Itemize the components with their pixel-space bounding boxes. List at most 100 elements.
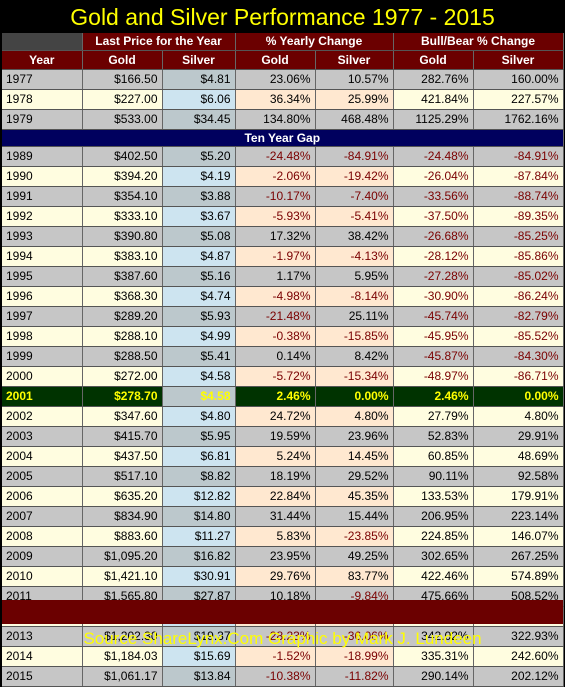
silver-price-cell: $5.95 xyxy=(162,426,236,447)
table-row: 1994 $383.10 $4.87 -1.97% -4.13% -28.12% -85.8… xyxy=(2,246,564,267)
year-cell: 2000 xyxy=(2,366,83,387)
page-title: Gold and Silver Performance 1977 - 2015 xyxy=(70,4,495,30)
year-cell: 2009 xyxy=(2,546,83,567)
header-gold-bullbear: Gold xyxy=(393,50,474,70)
table-row: 1995 $387.60 $5.16 1.17% 5.95% -27.28% -85.02% xyxy=(2,266,564,287)
silver-bullbear-cell: -89.35% xyxy=(473,206,564,227)
table-row: 2009 $1,095.20 $16.82 23.95% 49.25% 302.65% 26… xyxy=(2,546,564,567)
gold-yearly-change-cell: -0.38% xyxy=(235,326,316,347)
header-silver-price: Silver xyxy=(162,50,236,70)
gold-price-cell: $278.70 xyxy=(82,386,163,407)
silver-bullbear-cell: -86.24% xyxy=(473,286,564,307)
table-row: 2001 $278.70 $4.58 2.46% 0.00% 2.46% 0.00% xyxy=(2,386,564,407)
silver-yearly-change-cell: 38.42% xyxy=(315,226,394,247)
year-cell: 1994 xyxy=(2,246,83,267)
gold-yearly-change-cell: 24.72% xyxy=(235,406,316,427)
header-year: Year xyxy=(2,50,83,70)
silver-yearly-change-cell: 468.48% xyxy=(315,109,394,130)
gold-price-cell: $387.60 xyxy=(82,266,163,287)
footer-bar xyxy=(2,600,563,624)
silver-yearly-change-cell: 14.45% xyxy=(315,446,394,467)
silver-price-cell: $4.81 xyxy=(162,69,236,90)
gold-yearly-change-cell: 36.34% xyxy=(235,89,316,110)
gold-yearly-change-cell: 5.24% xyxy=(235,446,316,467)
gold-bullbear-cell: 27.79% xyxy=(393,406,474,427)
gold-price-cell: $368.30 xyxy=(82,286,163,307)
gold-bullbear-cell: -24.48% xyxy=(393,146,474,167)
gold-price-cell: $288.10 xyxy=(82,326,163,347)
gold-price-cell: $383.10 xyxy=(82,246,163,267)
gold-yearly-change-cell: -24.48% xyxy=(235,146,316,167)
gold-bullbear-cell: -45.87% xyxy=(393,346,474,367)
silver-yearly-change-cell: -84.91% xyxy=(315,146,394,167)
table-row: 2007 $834.90 $14.80 31.44% 15.44% 206.95% 223.… xyxy=(2,506,564,527)
year-cell: 1991 xyxy=(2,186,83,207)
year-cell: 1989 xyxy=(2,146,83,167)
gold-price-cell: $354.10 xyxy=(82,186,163,207)
year-cell: 1990 xyxy=(2,166,83,187)
silver-bullbear-cell: 160.00% xyxy=(473,69,564,90)
silver-yearly-change-cell: 45.35% xyxy=(315,486,394,507)
gold-price-cell: $883.60 xyxy=(82,526,163,547)
header-column-row: Year Gold Silver Gold Silver Gold Silver xyxy=(2,50,564,70)
gold-yearly-change-cell: -2.06% xyxy=(235,166,316,187)
silver-price-cell: $4.80 xyxy=(162,406,236,427)
silver-price-cell: $3.88 xyxy=(162,186,236,207)
silver-bullbear-cell: 4.80% xyxy=(473,406,564,427)
gold-price-cell: $1,061.17 xyxy=(82,666,163,687)
year-cell: 1992 xyxy=(2,206,83,227)
table-row: 1977 $166.50 $4.81 23.06% 10.57% 282.76% 160.0… xyxy=(2,69,564,90)
gold-yearly-change-cell: -4.98% xyxy=(235,286,316,307)
silver-price-cell: $30.91 xyxy=(162,566,236,587)
silver-yearly-change-cell: -8.14% xyxy=(315,286,394,307)
silver-bullbear-cell: -87.84% xyxy=(473,166,564,187)
year-cell: 1997 xyxy=(2,306,83,327)
silver-yearly-change-cell: 49.25% xyxy=(315,546,394,567)
silver-yearly-change-cell: 15.44% xyxy=(315,506,394,527)
year-cell: 2002 xyxy=(2,406,83,427)
silver-price-cell: $5.16 xyxy=(162,266,236,287)
silver-yearly-change-cell: -11.82% xyxy=(315,666,394,687)
gold-price-cell: $834.90 xyxy=(82,506,163,527)
silver-price-cell: $12.82 xyxy=(162,486,236,507)
gold-price-cell: $402.50 xyxy=(82,146,163,167)
gold-bullbear-cell: -26.04% xyxy=(393,166,474,187)
silver-yearly-change-cell: 4.80% xyxy=(315,406,394,427)
silver-price-cell: $11.27 xyxy=(162,526,236,547)
header-gold-price: Gold xyxy=(82,50,163,70)
silver-yearly-change-cell: -19.42% xyxy=(315,166,394,187)
silver-yearly-change-cell: 10.57% xyxy=(315,69,394,90)
gold-price-cell: $166.50 xyxy=(82,69,163,90)
gold-price-cell: $333.10 xyxy=(82,206,163,227)
gold-price-cell: $517.10 xyxy=(82,466,163,487)
silver-price-cell: $5.93 xyxy=(162,306,236,327)
gold-yearly-change-cell: 0.14% xyxy=(235,346,316,367)
gold-price-cell: $289.20 xyxy=(82,306,163,327)
table-row: 1989 $402.50 $5.20 -24.48% -84.91% -24.48% -84… xyxy=(2,146,564,167)
gold-yearly-change-cell: -28.23% xyxy=(235,626,316,647)
gold-price-cell: $1,095.20 xyxy=(82,546,163,567)
table-row: 2006 $635.20 $12.82 22.84% 45.35% 133.53% 179.… xyxy=(2,486,564,507)
gold-bullbear-cell: -45.95% xyxy=(393,326,474,347)
year-cell: 1978 xyxy=(2,89,83,110)
silver-bullbear-cell: 48.69% xyxy=(473,446,564,467)
year-cell: 2005 xyxy=(2,466,83,487)
silver-bullbear-cell: 92.58% xyxy=(473,466,564,487)
year-cell: 1999 xyxy=(2,346,83,367)
silver-bullbear-cell: 146.07% xyxy=(473,526,564,547)
gold-yearly-change-cell: -5.72% xyxy=(235,366,316,387)
gold-bullbear-cell: 290.14% xyxy=(393,666,474,687)
table-row: 1991 $354.10 $3.88 -10.17% -7.40% -33.56% -88.… xyxy=(2,186,564,207)
gold-bullbear-cell: 133.53% xyxy=(393,486,474,507)
table-row: 2015 $1,061.17 $13.84 -10.38% -11.82% 290.14%… xyxy=(2,666,564,687)
gold-bullbear-cell: 2.46% xyxy=(393,386,474,407)
table-row: 1978 $227.00 $6.06 36.34% 25.99% 421.84% 227.5… xyxy=(2,89,564,110)
gold-yearly-change-cell: -21.48% xyxy=(235,306,316,327)
gold-price-cell: $533.00 xyxy=(82,109,163,130)
silver-price-cell: $4.58 xyxy=(162,386,236,407)
gold-yearly-change-cell: -5.93% xyxy=(235,206,316,227)
silver-price-cell: $19.37 xyxy=(162,626,236,647)
gold-bullbear-cell: -33.56% xyxy=(393,186,474,207)
silver-bullbear-cell: -84.30% xyxy=(473,346,564,367)
silver-bullbear-cell: -85.52% xyxy=(473,326,564,347)
